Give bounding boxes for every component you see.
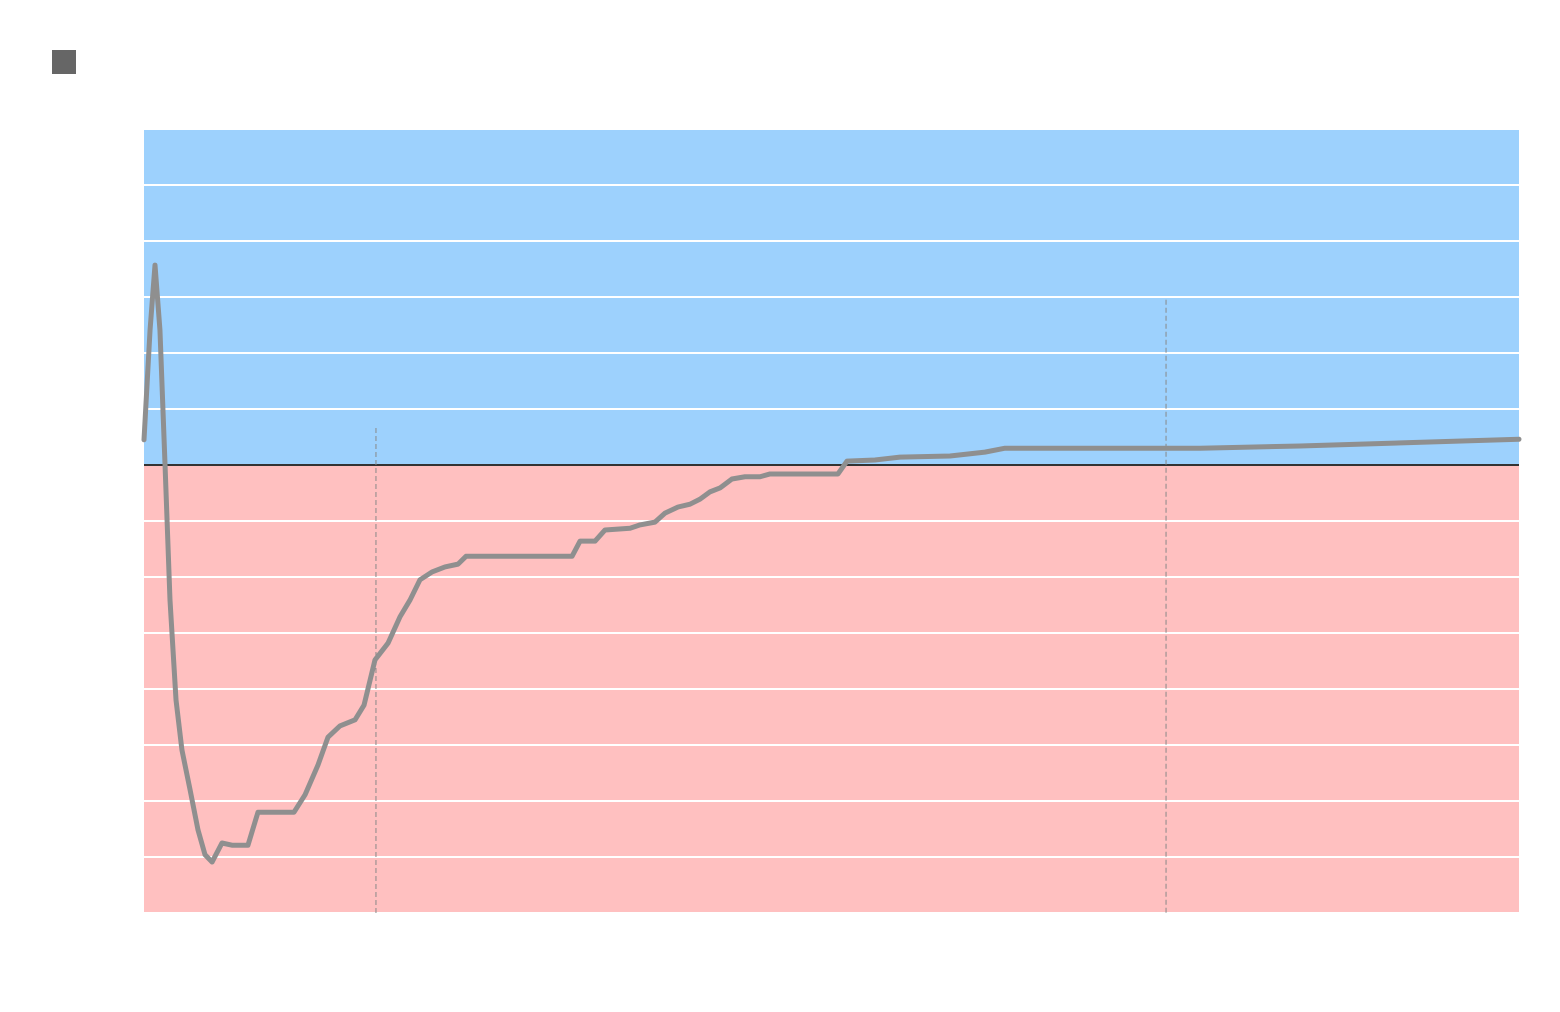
legend-marker	[52, 50, 76, 74]
line	[141, 262, 1522, 865]
